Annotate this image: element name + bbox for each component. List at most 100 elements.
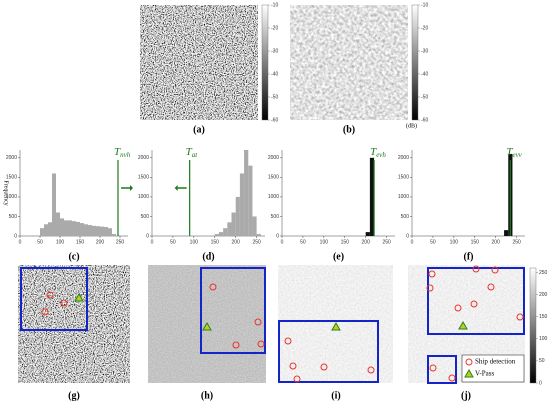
panel-label: (f) [464, 251, 474, 262]
vpass [458, 320, 468, 330]
threshold-label: Tat [186, 146, 199, 159]
histogram-bar [248, 165, 253, 236]
histogram-bar [218, 232, 224, 236]
threshold-symbol: T [186, 146, 193, 158]
detection [232, 341, 240, 349]
colorbar-tick-label: -40 [421, 71, 428, 77]
histogram-bar [88, 225, 92, 236]
y-axis-label: Frequency [3, 180, 9, 205]
detection [367, 366, 375, 374]
legend-label: Ship detection [475, 358, 516, 366]
y-tick-label: 500 [271, 214, 280, 220]
detection [41, 308, 49, 316]
detection [289, 362, 297, 370]
detection [257, 340, 265, 348]
detection [516, 313, 524, 321]
histogram-bar [76, 221, 80, 236]
detection [320, 363, 328, 371]
y-tick-label: 2000 [398, 155, 409, 161]
legend-marker [465, 358, 473, 366]
histogram-bar [365, 232, 370, 236]
overlays: Ship detection V-Pass [20, 265, 525, 384]
colorbar-tick-label: -50 [271, 94, 278, 100]
histogram-bar [56, 212, 60, 236]
x-tick-label: 150 [341, 239, 350, 245]
histogram-bar [48, 222, 52, 236]
image-a [140, 5, 258, 120]
panel-label: (g) [68, 390, 80, 401]
colorbar-tick-label: -10 [271, 2, 278, 8]
roi-box [427, 267, 525, 335]
threshold-label: Tevh [370, 146, 386, 159]
x-tick-label: 0 [411, 239, 414, 245]
y-tick-label: 0 [276, 233, 279, 239]
histogram-bar [68, 220, 72, 236]
detection [472, 265, 480, 273]
colorbar [529, 267, 537, 384]
threshold-arrowhead [174, 185, 178, 191]
colorbar [411, 4, 419, 121]
detection [426, 284, 434, 292]
x-tick-label: 50 [300, 239, 306, 245]
y-tick-label: 1000 [268, 194, 279, 200]
y-tick-label: 0 [14, 233, 17, 239]
detection [293, 375, 301, 383]
roi-box [200, 267, 266, 354]
histogram-bar [60, 218, 64, 236]
x-tick-label: 250 [116, 239, 125, 245]
x-tick-label: 150 [471, 239, 480, 245]
panel-label: (c) [68, 251, 79, 262]
histogram-bar [231, 212, 236, 236]
colorbar-unit: (dB) [406, 122, 417, 129]
colorbar-tick-label: -60 [271, 117, 278, 123]
roi-box [20, 267, 88, 331]
vpass [331, 321, 341, 331]
detection [487, 283, 495, 291]
colorbar-tick-label: 250 [539, 270, 548, 276]
y-tick-label: 2000 [6, 155, 17, 161]
y-tick-label: 1000 [138, 194, 149, 200]
histogram-bar [52, 173, 56, 236]
y-tick-label: 500 [9, 214, 18, 220]
threshold-label: Tevv [506, 146, 522, 159]
y-tick-label: 500 [401, 214, 410, 220]
detection [448, 374, 456, 382]
histogram-bar [239, 173, 245, 236]
histogram-bar [80, 223, 84, 236]
y-tick-label: 1500 [268, 175, 279, 181]
image-g [18, 265, 130, 383]
histogram-bar [104, 227, 108, 236]
x-tick-label: 0 [19, 239, 22, 245]
panel-label: (e) [333, 251, 344, 262]
histogram-bar [235, 196, 240, 236]
vpass [202, 321, 212, 331]
roi-box [278, 320, 379, 383]
detection [284, 337, 292, 345]
histogram-bar [100, 226, 104, 236]
y-tick-label: 0 [406, 233, 409, 239]
detection [428, 270, 436, 278]
histogram-bar [227, 222, 232, 236]
colorbar-tick-label: 100 [539, 336, 548, 342]
detection [209, 283, 217, 291]
threshold-symbol: T [114, 146, 121, 158]
y-tick-label: 2000 [138, 155, 149, 161]
histogram-bar [84, 224, 88, 236]
histogram-bar [92, 225, 96, 236]
colorbar-tick-label: -10 [421, 2, 428, 8]
threshold-subscript: evv [512, 151, 522, 159]
histogram-bar [108, 228, 112, 236]
colorbar-tick-label: -20 [421, 25, 428, 31]
detection [454, 304, 462, 312]
panel-label: (i) [331, 390, 340, 401]
histogram-bar [504, 230, 509, 236]
colorbar-tick-label: -50 [421, 94, 428, 100]
threshold-label: Tnvh [114, 146, 131, 159]
histogram-bar [214, 234, 219, 236]
detection [429, 364, 437, 372]
x-tick-label: 100 [190, 239, 199, 245]
x-tick-label: 150 [211, 239, 220, 245]
colorbar-tick-label: -60 [421, 117, 428, 123]
y-tick-label: 1000 [398, 194, 409, 200]
y-tick-label: 1500 [398, 175, 409, 181]
